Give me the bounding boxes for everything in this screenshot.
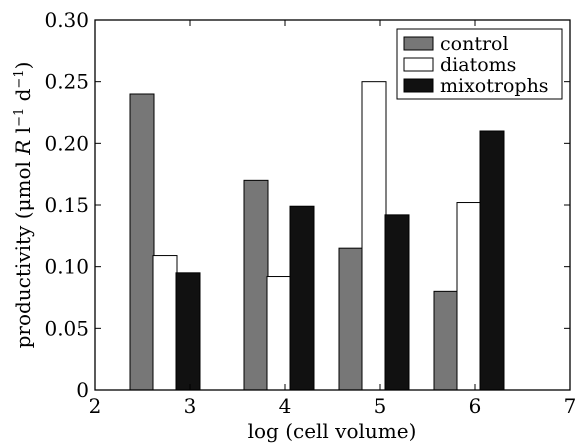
y-axis-title-italic: R [11,140,35,156]
x-tick-labels: 2 3 4 5 6 7 [89,394,575,418]
legend: control diatoms mixotrophs [396,28,563,100]
x-tick-label-0: 2 [89,394,102,418]
x-tick-label-3: 5 [374,394,387,418]
legend-label-control: control [440,33,509,55]
y-tick-label-4: 0.20 [44,131,89,155]
y-tick-label-5: 0.25 [44,70,89,94]
bars-group [129,81,505,391]
bar-diatoms-2 [361,81,387,391]
y-axis-title: productivity (μmol R l−1 d−1) [11,62,35,349]
y-axis-title-sup1: −1 [12,108,27,127]
x-tick-label-2: 4 [279,394,292,418]
axis-ticks [94,19,571,391]
bar-diatoms-1 [266,276,292,391]
bar-mixotrophs-3 [479,130,505,391]
y-axis-title-mid2: d [11,88,35,107]
x-tick-label-1: 3 [184,394,197,418]
bar-mixotrophs-2 [384,214,410,391]
bar-mixotrophs-1 [289,205,315,391]
y-tick-label-1: 0.05 [44,316,89,340]
y-axis-title-pre: productivity (μmol [11,155,35,349]
bar-diatoms-3 [456,202,482,391]
bar-control-1 [243,179,269,391]
bar-control-0 [129,93,155,391]
legend-swatch-mixotrophs [403,78,434,93]
x-tick-label-4: 6 [469,394,482,418]
y-tick-label-2: 0.10 [44,255,89,279]
bar-control-3 [433,290,459,391]
bar-mixotrophs-0 [175,272,201,391]
legend-label-mixotrophs: mixotrophs [440,75,549,97]
legend-swatch-control [403,36,434,51]
x-tick-label-5: 7 [564,394,575,418]
y-axis-title-sup2: −1 [12,69,27,88]
bar-control-2 [338,247,364,391]
legend-swatch-diatoms [403,57,434,72]
y-axis-title-mid: l [11,127,35,140]
legend-label-diatoms: diatoms [440,54,516,76]
y-tick-label-0: 0 [76,378,89,402]
y-tick-labels: 0 0.05 0.10 0.15 0.20 0.25 0.30 [44,8,89,402]
y-tick-label-6: 0.30 [44,8,89,32]
x-axis-title: log (cell volume) [248,419,417,443]
y-tick-label-3: 0.15 [44,193,89,217]
y-axis-title-post: ) [11,62,35,70]
bar-diatoms-0 [152,255,178,391]
